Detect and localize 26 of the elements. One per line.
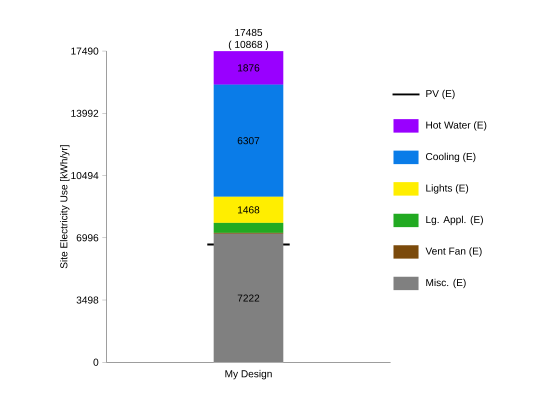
legend-label: Vent Fan (E) bbox=[426, 247, 482, 257]
y-axis-title: Site Electricity Use [kWh/yr] bbox=[60, 145, 70, 269]
y-tick-label: 6996 bbox=[76, 234, 98, 242]
bar bbox=[214, 84, 284, 197]
bar bbox=[214, 51, 284, 85]
data-label: 7222 bbox=[238, 294, 260, 302]
data-label: 1468 bbox=[238, 206, 260, 214]
legend-label: Hot Water (E) bbox=[426, 121, 486, 131]
total-label: 17485 bbox=[235, 29, 262, 36]
legend-label: PV (E) bbox=[426, 90, 455, 100]
y-tick-label: 17490 bbox=[71, 48, 98, 55]
y-tick-label: 13992 bbox=[71, 110, 98, 118]
bar bbox=[214, 223, 284, 234]
legend-label: Lg. Appl. (E) bbox=[426, 216, 483, 226]
bar bbox=[214, 234, 284, 362]
legend-label: Lights (E) bbox=[426, 184, 468, 194]
legend-label: Cooling (E) bbox=[426, 152, 476, 162]
bar bbox=[214, 196, 284, 224]
data-label: 6307 bbox=[238, 137, 260, 144]
y-tick-label: 10494 bbox=[71, 172, 98, 180]
y-tick-label: 3498 bbox=[76, 296, 98, 304]
data-label: 1876 bbox=[238, 64, 260, 72]
legend-label: Misc. (E) bbox=[426, 278, 466, 288]
y-tick-label: 0 bbox=[93, 358, 98, 366]
x-tick-label: My Design bbox=[225, 370, 272, 380]
text: ( 10868 ) bbox=[228, 40, 268, 50]
